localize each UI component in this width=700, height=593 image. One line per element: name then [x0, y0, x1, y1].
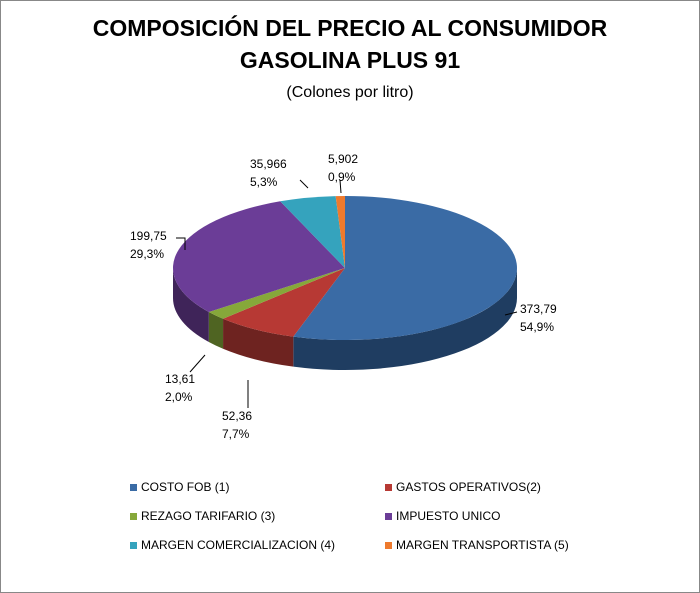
- legend-swatch: [130, 513, 137, 520]
- slice: [293, 196, 518, 341]
- slice-side: [223, 318, 294, 367]
- data-label: 5,902: [328, 152, 358, 166]
- percent-label: 29,3%: [130, 247, 164, 261]
- percent-label: 5,3%: [250, 175, 278, 189]
- legend-label: IMPUESTO UNICO: [396, 509, 500, 523]
- chart-title: COMPOSICIÓN DEL PRECIO AL CONSUMIDOR: [93, 14, 608, 41]
- percent-label: 7,7%: [222, 427, 250, 441]
- leader-line: [189, 354, 206, 373]
- slice-side: [173, 268, 209, 342]
- slice: [208, 268, 345, 319]
- slice: [173, 201, 345, 312]
- leader-line: [339, 179, 342, 194]
- slice: [280, 196, 345, 268]
- legend-swatch: [385, 484, 392, 491]
- percent-label: 2,0%: [165, 390, 193, 404]
- legend-label: MARGEN COMERCIALIZACION (4): [141, 538, 335, 552]
- slice: [223, 268, 345, 337]
- chart-subtitle: (Colones por litro): [286, 84, 413, 101]
- leader-line: [299, 179, 309, 189]
- legend-label: MARGEN TRANSPORTISTA (5): [396, 538, 569, 552]
- data-label: 13,61: [165, 372, 195, 386]
- data-label: 52,36: [222, 409, 252, 423]
- percent-label: 0,9%: [328, 170, 356, 184]
- legend-swatch: [385, 542, 392, 549]
- legend-label: REZAGO TARIFARIO (3): [141, 509, 275, 523]
- legend-swatch: [130, 542, 137, 549]
- data-label: 35,966: [250, 157, 287, 171]
- slice: [335, 196, 345, 268]
- legend-swatch: [130, 484, 137, 491]
- leader-line: [504, 311, 518, 316]
- chart-title: GASOLINA PLUS 91: [240, 47, 460, 73]
- data-label: 199,75: [130, 229, 167, 243]
- legend-label: GASTOS OPERATIVOS(2): [396, 480, 541, 494]
- leader-line: [176, 237, 186, 250]
- slice-side: [208, 311, 224, 349]
- slice-side: [293, 268, 517, 370]
- percent-label: 54,9%: [520, 320, 554, 334]
- legend-label: COSTO FOB (1): [141, 480, 229, 494]
- legend-swatch: [385, 513, 392, 520]
- data-label: 373,79: [520, 302, 557, 316]
